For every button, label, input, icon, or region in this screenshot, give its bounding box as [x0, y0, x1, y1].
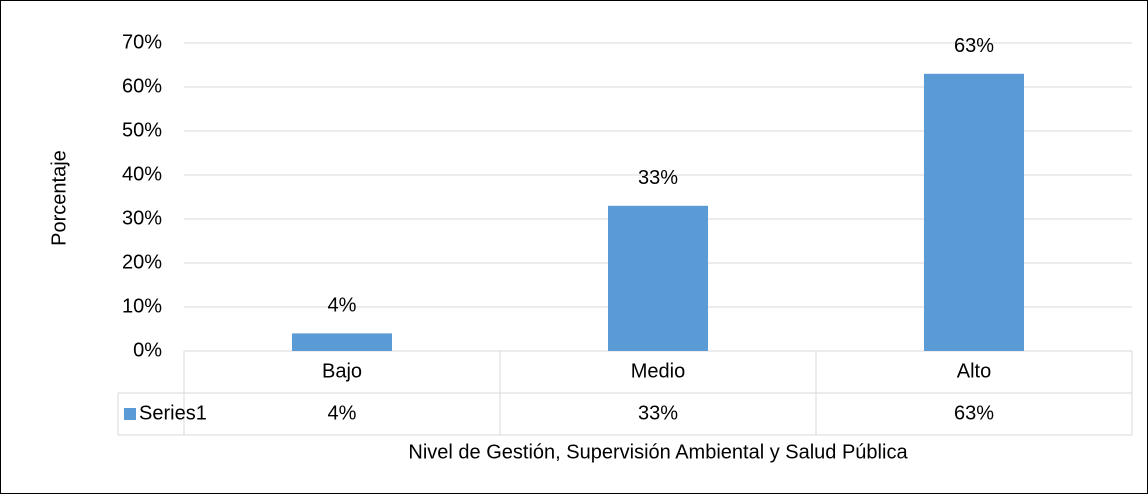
y-tick-label: 20%: [122, 251, 162, 273]
bar: [292, 333, 392, 351]
y-tick-label: 50%: [122, 119, 162, 141]
y-tick-label: 10%: [122, 295, 162, 317]
x-tick-label: Medio: [631, 360, 685, 382]
y-tick-label: 60%: [122, 75, 162, 97]
y-tick-label: 70%: [122, 31, 162, 53]
y-axis-title: Porcentaje: [48, 150, 70, 246]
x-tick-label: Alto: [957, 360, 991, 382]
table-value: 33%: [638, 402, 678, 424]
table-value: 4%: [328, 402, 357, 424]
y-tick-label: 30%: [122, 207, 162, 229]
bar: [608, 205, 708, 351]
x-tick-label: Bajo: [322, 360, 362, 382]
x-axis-title: Nivel de Gestión, Supervisión Ambiental …: [408, 441, 908, 463]
data-label: 63%: [954, 35, 994, 57]
legend-label: Series1: [139, 402, 207, 424]
bar: [924, 73, 1024, 352]
y-tick-label: 40%: [122, 163, 162, 185]
data-label: 4%: [328, 295, 357, 317]
table-value: 63%: [954, 402, 994, 424]
y-tick-label: 0%: [133, 339, 162, 361]
data-label: 33%: [638, 167, 678, 189]
legend-swatch: [124, 408, 136, 420]
